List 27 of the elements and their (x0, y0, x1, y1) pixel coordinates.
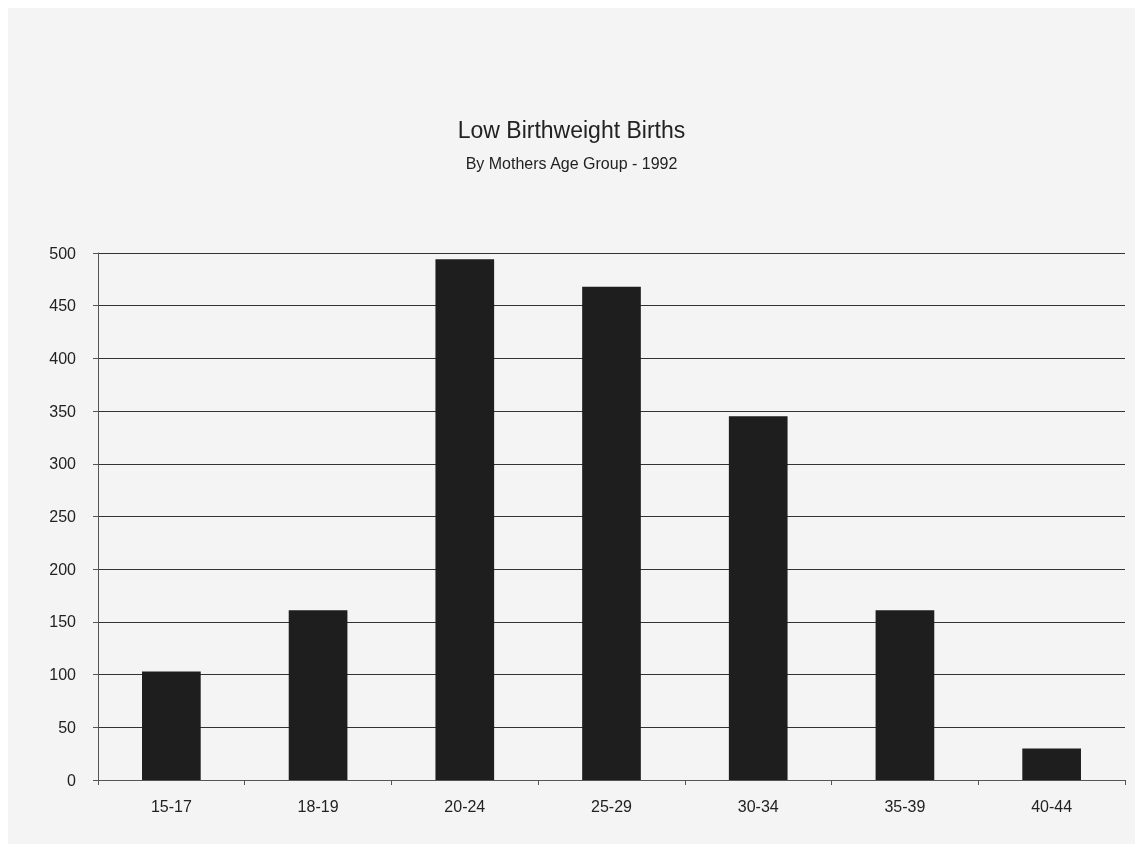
bar (435, 259, 495, 780)
bar (728, 416, 788, 780)
x-tick-label: 18-19 (297, 797, 339, 815)
x-tick-label: 40-44 (1031, 797, 1073, 815)
x-tick-label: 15-17 (150, 797, 192, 815)
chart-title: Low Birthweight Births (457, 116, 686, 143)
bar (288, 610, 348, 780)
chart-subtitle: By Mothers Age Group - 1992 (465, 154, 678, 172)
bar (142, 671, 201, 780)
y-tick-label: 400 (49, 349, 77, 367)
x-tick-label: 35-39 (884, 797, 926, 815)
y-tick-label: 50 (58, 718, 77, 736)
y-tick-label: 450 (49, 297, 77, 315)
y-tick-label: 250 (49, 508, 77, 525)
bar (1022, 748, 1081, 780)
y-tick-label: 200 (49, 560, 77, 578)
bar (582, 286, 641, 780)
bar (875, 610, 935, 780)
x-tick-label: 20-24 (444, 797, 486, 815)
y-tick-label: 350 (49, 402, 77, 420)
y-tick-label: 500 (49, 244, 77, 262)
x-tick-label: 25-29 (591, 797, 633, 815)
y-tick-label: 300 (49, 455, 77, 473)
y-tick-label: 100 (49, 666, 77, 684)
y-tick-label: 0 (67, 771, 77, 789)
y-tick-label: 150 (49, 613, 77, 631)
x-tick-label: 30-34 (737, 797, 779, 815)
